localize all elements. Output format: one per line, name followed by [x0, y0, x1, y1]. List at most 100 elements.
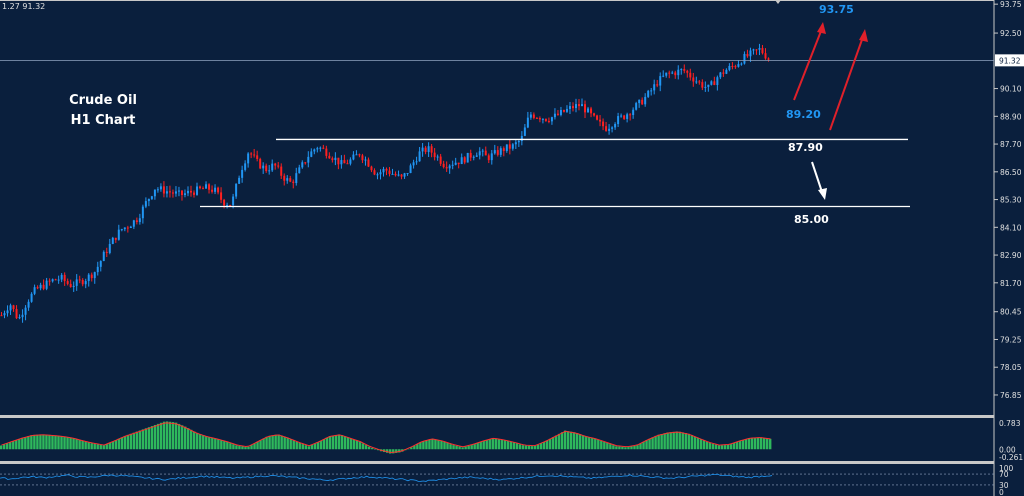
histogram-bar — [756, 437, 760, 450]
histogram-bar — [545, 440, 549, 450]
candle-body — [593, 113, 596, 116]
candle-body — [364, 159, 367, 161]
candle-body — [117, 229, 120, 240]
candle-body — [93, 272, 96, 279]
histogram-bar — [684, 433, 687, 450]
candle-body — [587, 108, 590, 113]
histogram-bar — [521, 445, 525, 450]
chart-shift-marker[interactable] — [775, 0, 781, 4]
candle-body — [559, 110, 562, 115]
candle-body — [81, 279, 84, 285]
candle-body — [24, 307, 27, 315]
candle-body — [120, 229, 123, 231]
histogram-bar — [235, 445, 238, 450]
candle-body — [352, 154, 355, 160]
candle-body — [183, 193, 186, 196]
histogram-bar — [518, 444, 522, 450]
candle-body — [755, 49, 758, 51]
candle-body — [737, 64, 740, 67]
candle-body — [683, 69, 686, 71]
panel-separator-2[interactable] — [0, 461, 994, 464]
candle-body — [27, 301, 30, 308]
candle-body — [620, 115, 623, 117]
histogram-bar — [355, 440, 359, 450]
histogram-bar — [150, 426, 154, 450]
candle-body — [574, 104, 577, 109]
histogram-bar — [9, 442, 12, 450]
histogram-bar — [177, 423, 181, 450]
candle-body — [78, 279, 81, 281]
candle-body — [6, 310, 9, 314]
histogram-bar — [162, 421, 166, 450]
histogram-bar — [479, 441, 482, 450]
candle-body — [156, 189, 159, 191]
candle-body — [415, 161, 418, 163]
histogram-bar — [199, 433, 202, 450]
candle-body — [235, 183, 238, 197]
candle-body — [3, 313, 6, 316]
histogram-bar — [283, 436, 286, 450]
candle-body — [208, 184, 211, 190]
panel-separator-1[interactable] — [0, 415, 994, 418]
histogram-bar — [672, 431, 675, 450]
histogram-bar — [633, 445, 636, 450]
candle-body — [644, 96, 647, 105]
candle-body — [15, 309, 18, 319]
candle-body — [499, 148, 502, 155]
candle-body — [280, 166, 283, 176]
candle-body — [174, 191, 177, 194]
histogram-bar — [482, 440, 485, 450]
histogram-bar — [467, 445, 470, 450]
candle-body — [186, 190, 189, 194]
candle-body — [331, 158, 334, 161]
histogram-bar — [226, 441, 229, 450]
histogram-bar — [446, 443, 449, 450]
candle-body — [328, 155, 331, 159]
histogram-bar — [473, 444, 476, 450]
y-tick-label: 85.30 — [1000, 196, 1022, 205]
candle-body — [72, 285, 75, 287]
candle-body — [33, 287, 36, 294]
histogram-bar — [111, 441, 114, 450]
histogram-bar — [470, 445, 473, 450]
candle-body — [51, 279, 54, 282]
histogram-bar — [693, 436, 697, 450]
candle-body — [268, 170, 271, 172]
histogram-bar — [208, 436, 211, 450]
histogram-bar — [711, 443, 715, 450]
histogram-bar — [563, 430, 567, 450]
histogram-bar — [289, 439, 292, 450]
histogram-bar — [642, 441, 645, 450]
candle-body — [641, 99, 644, 105]
candle-body — [478, 151, 481, 156]
histogram-bar — [271, 435, 274, 450]
candlestick-series — [0, 43, 770, 323]
histogram-bar — [636, 445, 639, 450]
histogram-bar — [165, 421, 169, 450]
candle-body — [295, 173, 298, 184]
candle-body — [292, 181, 295, 184]
candle-body — [147, 198, 150, 202]
histogram-bar — [259, 440, 262, 450]
histogram-bar — [138, 430, 142, 450]
candle-body — [256, 155, 259, 159]
histogram-bar — [346, 437, 350, 450]
candle-body — [614, 124, 617, 128]
candle-body — [334, 157, 337, 161]
candle-body — [189, 190, 192, 193]
histogram-bar — [301, 444, 304, 450]
histogram-bar — [557, 433, 561, 450]
candle-body — [229, 204, 232, 206]
histogram-bar — [476, 443, 479, 450]
target-label-high: 93.75 — [819, 3, 854, 16]
histogram-bar — [560, 432, 564, 450]
histogram-bar — [39, 434, 42, 450]
candle-body — [538, 117, 541, 120]
candle-body — [159, 186, 162, 190]
histogram-bar — [141, 429, 145, 450]
histogram-bar — [69, 437, 72, 450]
candle-body — [108, 243, 111, 253]
histogram-bar — [42, 434, 45, 450]
candle-body — [749, 50, 752, 57]
